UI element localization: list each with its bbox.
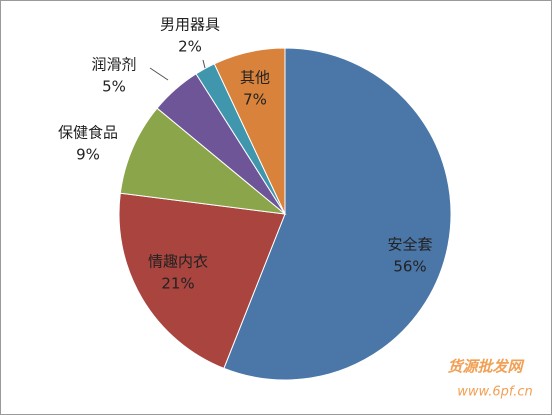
slice-label: 其他 [240,69,270,87]
value-label: 7% [243,91,267,109]
slice-label: 男用器具 [160,16,220,34]
pie-slice [213,47,286,215]
slice-label: 保健食品 [58,124,118,142]
slice-label: 情趣内衣 [148,253,208,271]
value-label: 2% [178,38,202,56]
watermark: 货源批发网 [447,358,525,376]
pie-slice [118,192,286,369]
leader-line [149,67,169,81]
watermark-url: www.6pf.cn [457,385,533,400]
value-label: 21% [161,275,194,293]
pie-slice [119,107,287,215]
pie-slice [223,47,452,381]
value-label: 5% [102,78,126,96]
slice-label: 安全套 [387,236,432,254]
value-label: 9% [76,146,100,164]
slice-label: 润滑剂 [91,56,136,74]
value-label: 56% [393,258,426,276]
